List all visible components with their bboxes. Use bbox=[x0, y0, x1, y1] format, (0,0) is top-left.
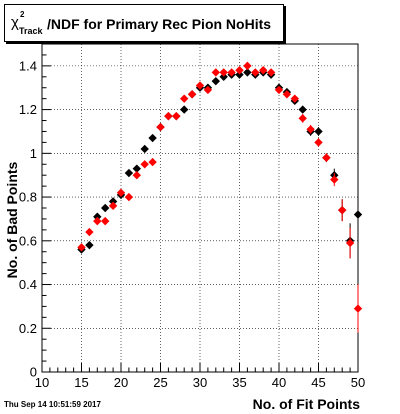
title-chi: χ bbox=[11, 14, 19, 31]
data-point-red bbox=[227, 68, 236, 77]
x-tick-label: 20 bbox=[114, 375, 128, 390]
data-point-red bbox=[211, 68, 220, 77]
data-point-black bbox=[124, 168, 134, 178]
data-point-red bbox=[172, 111, 181, 121]
data-point-red bbox=[235, 66, 244, 75]
x-tick-label: 35 bbox=[232, 375, 246, 390]
data-point-red bbox=[93, 216, 102, 226]
data-point-black bbox=[180, 105, 189, 114]
x-tick-label: 30 bbox=[193, 375, 207, 390]
y-tick-label: 1.2 bbox=[19, 102, 37, 117]
data-point-red bbox=[219, 68, 228, 77]
x-tick-label: 45 bbox=[311, 375, 325, 390]
data-point-red bbox=[306, 125, 315, 134]
data-point-black bbox=[108, 197, 118, 206]
data-point-red bbox=[330, 175, 339, 184]
x-axis-ticks: 10 15 20 25 30 35 40 45 50 bbox=[35, 363, 365, 390]
x-tick-label: 10 bbox=[35, 375, 49, 390]
x-tick-label: 40 bbox=[272, 375, 286, 390]
data-point-red bbox=[124, 192, 134, 202]
y-tick-label: 1 bbox=[30, 146, 37, 161]
timestamp: Thu Sep 14 10:51:59 2017 bbox=[4, 400, 101, 409]
data-point-red bbox=[85, 227, 94, 237]
data-point-red bbox=[156, 122, 165, 132]
data-point-black bbox=[140, 144, 149, 154]
data-point-red bbox=[298, 114, 307, 123]
y-tick-label: 1.4 bbox=[19, 58, 37, 73]
data-point-black bbox=[132, 164, 141, 173]
x-axis-label: No. of Fit Points bbox=[252, 396, 360, 412]
data-point-red bbox=[282, 90, 292, 99]
data-point-red bbox=[140, 160, 149, 169]
x-tick-label: 25 bbox=[153, 375, 167, 390]
data-point-black bbox=[93, 212, 102, 221]
data-point-red bbox=[148, 157, 157, 167]
y-tick-label: 0.6 bbox=[19, 233, 37, 248]
data-point-black bbox=[298, 105, 307, 114]
data-point-black bbox=[148, 133, 157, 143]
y-axis-label-box: No. of Bad Points bbox=[2, 120, 22, 320]
data-point-red bbox=[180, 94, 189, 103]
y-tick-label: 0.8 bbox=[19, 190, 37, 205]
x-tick-label: 15 bbox=[74, 375, 88, 390]
y-tick-label: 0.4 bbox=[19, 277, 37, 292]
x-tick-label: 50 bbox=[351, 375, 365, 390]
title-chi-subscript: Track bbox=[19, 26, 43, 36]
data-point-red bbox=[132, 171, 141, 180]
data-point-black bbox=[85, 240, 94, 250]
title-box: χ 2 Track /NDF for Primary Rec Pion NoHi… bbox=[4, 4, 284, 42]
data-point-black bbox=[235, 70, 244, 79]
data-point-red bbox=[314, 138, 323, 147]
data-point-red bbox=[251, 68, 260, 77]
data-point-red bbox=[164, 111, 173, 121]
chart-title: /NDF for Primary Rec Pion NoHits bbox=[47, 16, 272, 32]
data-point-red bbox=[259, 66, 268, 75]
data-point-black bbox=[314, 127, 323, 136]
data-point-red bbox=[187, 90, 197, 99]
data-point-black bbox=[219, 72, 228, 81]
y-axis-label: No. of Bad Points bbox=[4, 161, 20, 279]
data-points bbox=[77, 61, 363, 333]
data-point-red bbox=[243, 61, 252, 71]
data-point-red bbox=[274, 85, 284, 95]
data-point-red bbox=[266, 68, 276, 77]
grid-lines bbox=[42, 44, 358, 372]
title-chi-superscript: 2 bbox=[20, 10, 25, 19]
plot-frame bbox=[41, 43, 359, 373]
data-point-red bbox=[353, 304, 363, 313]
data-point-black bbox=[243, 68, 252, 77]
data-point-red bbox=[101, 216, 110, 226]
y-tick-label: 0 bbox=[30, 365, 37, 380]
data-point-red bbox=[77, 243, 86, 252]
data-point-black bbox=[353, 210, 363, 219]
data-point-red bbox=[290, 94, 299, 103]
y-tick-label: 0.2 bbox=[19, 321, 37, 336]
data-point-red bbox=[195, 81, 205, 90]
data-point-red bbox=[108, 201, 118, 211]
data-point-red bbox=[338, 205, 347, 215]
data-point-black bbox=[101, 203, 110, 213]
data-point-red bbox=[116, 188, 126, 197]
data-point-red bbox=[345, 238, 355, 248]
data-point-black bbox=[211, 76, 220, 86]
data-point-red bbox=[322, 153, 331, 162]
y-axis-ticks: 0 0.2 0.4 0.6 0.8 1 1.2 1.4 bbox=[19, 43, 51, 380]
data-point-red bbox=[203, 85, 213, 95]
